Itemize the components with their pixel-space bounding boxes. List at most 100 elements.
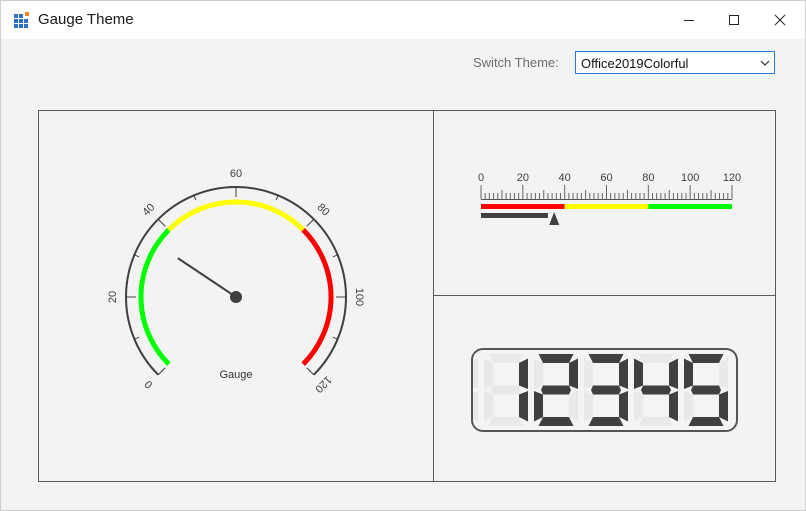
linear-tick-label: 20 <box>517 172 529 184</box>
segment-on <box>684 358 693 389</box>
gauge-tick-label: 100 <box>353 288 365 306</box>
segment-off <box>584 358 593 389</box>
digital-digit-unlit <box>434 354 478 426</box>
digital-digit <box>584 354 628 426</box>
segment-on <box>688 417 724 426</box>
segment-off <box>719 358 728 389</box>
gauge-range-red <box>301 228 334 366</box>
linear-tick-label: 40 <box>559 172 571 184</box>
segment-on <box>519 358 528 389</box>
segment-off <box>488 417 524 426</box>
segment-off <box>634 391 643 422</box>
segment-off <box>584 391 593 422</box>
digital-digit <box>634 354 678 426</box>
maximize-icon <box>729 15 739 25</box>
gauge-major-tick <box>157 218 166 227</box>
linear-tick-label: 100 <box>681 172 699 184</box>
linear-gauge: 0 20 40 60 80 100 120 <box>478 172 741 225</box>
segment-off <box>569 391 578 422</box>
gauge-minor-tick <box>275 195 279 201</box>
theme-dropdown-value: Office2019Colorful <box>581 56 689 71</box>
digital-digit <box>684 354 728 426</box>
segment-off <box>684 391 693 422</box>
linear-tick-label: 60 <box>600 172 612 184</box>
gauge-range-yellow <box>167 199 305 232</box>
linear-range-green <box>648 204 732 209</box>
gauge-major-tick <box>306 218 315 227</box>
segment-on <box>588 417 624 426</box>
segment-on <box>519 391 528 422</box>
radial-gauge: 0 20 40 60 80 100 120 Gauge <box>107 168 365 395</box>
gauge-minor-tick <box>134 254 140 258</box>
gauge-tick-label: 120 <box>312 373 333 394</box>
segment-off <box>534 358 543 389</box>
gauge-minor-tick <box>332 254 338 258</box>
segment-off <box>469 358 478 389</box>
segment-off <box>469 391 478 422</box>
segment-off <box>638 417 674 426</box>
segment-on <box>634 358 643 389</box>
segment-on <box>538 354 574 363</box>
segment-on <box>669 358 678 389</box>
segment-on <box>619 391 628 422</box>
window-title: Gauge Theme <box>38 11 134 28</box>
gauge-needle-cap <box>230 291 242 303</box>
radial-gauge-panel: 0 20 40 60 80 100 120 Gauge <box>38 110 435 482</box>
gauge-label: Gauge <box>219 369 252 381</box>
segment-on <box>569 358 578 389</box>
digital-digit <box>534 354 578 426</box>
chevron-down-icon <box>760 60 770 66</box>
segment-off <box>484 391 493 422</box>
gauge-range-green <box>138 228 171 366</box>
segment-on <box>669 391 678 422</box>
segment-off <box>491 385 521 395</box>
segment-off <box>488 354 524 363</box>
maximize-button[interactable] <box>711 1 757 39</box>
gauge-minor-tick <box>193 195 197 201</box>
segment-on <box>691 385 721 395</box>
gauge-tick-label: 0 <box>143 378 156 391</box>
grid-app-icon <box>14 12 29 28</box>
segment-on <box>719 391 728 422</box>
digital-gauge-display <box>434 348 738 432</box>
gauge-tick-label: 60 <box>230 168 242 180</box>
digital-digit <box>484 354 528 426</box>
linear-tick-label: 80 <box>642 172 654 184</box>
theme-dropdown[interactable]: Office2019Colorful <box>575 51 775 74</box>
title-bar[interactable]: Gauge Theme <box>1 1 805 39</box>
gauge-major-tick <box>157 367 166 376</box>
minimize-button[interactable] <box>666 1 712 39</box>
linear-tick-label: 0 <box>478 172 484 184</box>
segment-on <box>688 354 724 363</box>
segment-on <box>538 417 574 426</box>
minimize-icon <box>684 20 694 21</box>
linear-marker-pointer <box>549 212 560 225</box>
digital-gauge <box>434 354 728 426</box>
segment-on <box>619 358 628 389</box>
segment-off <box>484 358 493 389</box>
linear-tick-label: 120 <box>723 172 741 184</box>
gauge-minor-tick <box>332 336 338 340</box>
gauge-tick-label: 80 <box>314 201 331 218</box>
close-button[interactable] <box>757 1 803 39</box>
gauge-tick-label: 20 <box>107 291 119 303</box>
linear-bar-pointer <box>481 213 548 218</box>
segment-on <box>591 385 621 395</box>
segment-off <box>638 354 674 363</box>
gauge-needle <box>177 257 237 298</box>
switch-theme-label: Switch Theme: <box>473 55 559 70</box>
linear-range-yellow <box>564 204 649 209</box>
gauge-major-tick <box>306 367 315 376</box>
linear-gauge-panel: 0 20 40 60 80 100 120 <box>433 110 776 297</box>
digital-gauge-panel <box>433 295 776 482</box>
linear-range-red <box>481 204 565 209</box>
gauge-outer-rim <box>125 185 347 376</box>
segment-on <box>641 385 671 395</box>
segment-on <box>588 354 624 363</box>
gauge-tick-label: 40 <box>140 201 157 218</box>
segment-on <box>541 385 571 395</box>
segment-on <box>534 391 543 422</box>
close-icon <box>774 14 786 26</box>
gauge-minor-tick <box>134 336 140 340</box>
